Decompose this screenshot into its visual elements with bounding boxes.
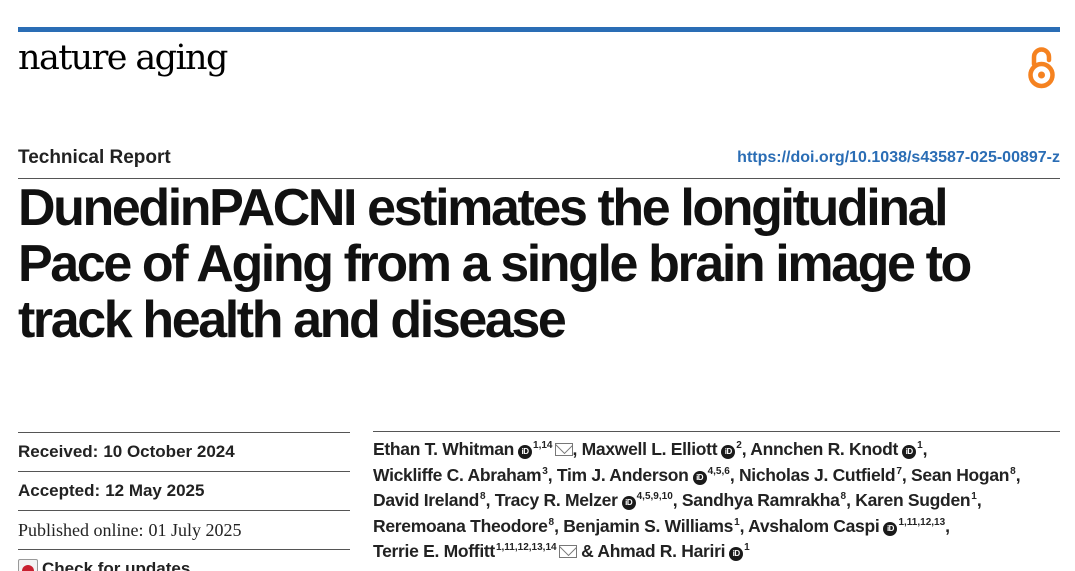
author-name[interactable]: Annchen R. Knodt [750, 439, 899, 459]
author-name[interactable]: Ethan T. Whitman [373, 439, 515, 459]
author-separator: , [547, 464, 553, 485]
affiliation-numbers: 7 [896, 465, 902, 477]
orcid-icon[interactable]: iD [883, 521, 898, 536]
author-separator: , [976, 490, 982, 510]
author-separator: & [576, 541, 594, 561]
author: Tim J. Anderson iD4,5,6, [556, 464, 735, 485]
check-for-updates-label: Check for updates [42, 559, 191, 571]
open-access-icon [1028, 47, 1055, 89]
affiliation-numbers: 4,5,6 [707, 465, 730, 477]
author: Maxwell L. Elliott iD2, [582, 439, 747, 459]
accepted-date: Accepted: 12 May 2025 [18, 471, 350, 510]
author-name[interactable]: Karen Sugden [855, 490, 971, 510]
author: Sandhya Ramrakha8, [682, 490, 851, 510]
author: Benjamin S. Williams1, [563, 516, 744, 536]
author: Terrie E. Moffitt1,11,12,13,14 & [373, 541, 594, 561]
doi-link[interactable]: https://doi.org/10.1038/s43587-025-00897… [737, 149, 1060, 166]
author-separator: , [741, 439, 747, 459]
orcid-icon[interactable]: iD [692, 470, 707, 485]
author: Nicholas J. Cutfield7, [739, 465, 907, 485]
author-name[interactable]: Maxwell L. Elliott [581, 439, 718, 459]
received-date: Received: 10 October 2024 [18, 432, 350, 471]
title-divider [18, 178, 1060, 179]
affiliation-numbers: 4,5,9,10 [636, 491, 673, 503]
header-rule [18, 27, 1060, 32]
author-name[interactable]: Tim J. Anderson [556, 464, 689, 485]
author-name[interactable]: Ahmad R. Hariri [597, 541, 726, 561]
author-separator: , [485, 490, 491, 510]
author-name[interactable]: Tracy R. Melzer [494, 490, 618, 510]
author-name[interactable]: Avshalom Caspi [748, 515, 880, 536]
check-for-updates-button[interactable]: Check for updates [18, 559, 190, 571]
affiliation-numbers: 1 [917, 440, 923, 452]
author-separator: , [572, 439, 578, 459]
title-line: Pace of Aging from a single brain image … [18, 235, 972, 293]
author: Wickliffe C. Abraham3, [373, 464, 553, 485]
author: Avshalom Caspi iD1,11,12,13, [748, 516, 950, 536]
author: Ethan T. Whitman iD1,14, [373, 439, 577, 459]
published-label: Published online: [18, 519, 144, 540]
affiliation-numbers: 8 [480, 491, 486, 503]
check-for-updates-icon [18, 559, 38, 571]
author-list: Ethan T. Whitman iD1,14, Maxwell L. Ellio… [373, 437, 1053, 565]
article-type: Technical Report [18, 147, 171, 168]
author-name[interactable]: Terrie E. Moffitt [373, 541, 495, 561]
authors-divider [373, 431, 1060, 432]
accepted-value: 12 May 2025 [105, 481, 205, 500]
author: Reremoana Theodore8, [373, 516, 559, 536]
envelope-icon[interactable] [558, 545, 577, 558]
orcid-icon[interactable]: iD [621, 496, 636, 510]
author-separator: , [554, 515, 559, 536]
title-line: track health and disease [18, 291, 567, 349]
received-value: 10 October 2024 [103, 442, 235, 461]
author-separator: , [672, 490, 678, 510]
author-separator: , [1015, 464, 1021, 485]
author-separator: , [945, 515, 950, 536]
affiliation-numbers: 1 [744, 542, 750, 554]
article-dates: Received: 10 October 2024 Accepted: 12 M… [18, 432, 350, 571]
author: Sean Hogan8, [911, 464, 1021, 485]
author: David Ireland8, [373, 490, 490, 510]
check-updates-row: Check for updates [18, 549, 350, 571]
author-separator: , [846, 490, 851, 510]
orcid-icon[interactable]: iD [902, 445, 917, 459]
author-separator: , [729, 464, 735, 485]
accepted-label: Accepted: [18, 481, 101, 500]
orcid-icon[interactable]: iD [729, 547, 744, 561]
affiliation-numbers: 3 [542, 465, 548, 477]
affiliation-numbers: 8 [1010, 465, 1016, 477]
affiliation-numbers: 1,11,12,13 [898, 516, 946, 528]
envelope-icon[interactable] [554, 443, 573, 456]
author: Karen Sugden1, [855, 490, 981, 510]
author-separator: , [922, 439, 928, 459]
affiliation-numbers: 1 [971, 491, 977, 503]
author-name[interactable]: Wickliffe C. Abraham [373, 464, 542, 485]
orcid-icon[interactable]: iD [721, 445, 736, 459]
affiliation-numbers: 8 [840, 491, 847, 503]
affiliation-numbers: 1 [734, 516, 740, 528]
author-separator: , [739, 515, 745, 536]
published-value: 01 July 2025 [148, 519, 242, 540]
published-date: Published online: 01 July 2025 [18, 510, 350, 549]
author-name[interactable]: David Ireland [373, 490, 479, 510]
author-name[interactable]: Sandhya Ramrakha [681, 490, 840, 510]
affiliation-numbers: 2 [736, 440, 742, 452]
author-name[interactable]: Sean Hogan [911, 464, 1010, 485]
journal-logo[interactable]: nature aging [18, 38, 228, 78]
author: Annchen R. Knodt iD1, [750, 439, 927, 459]
orcid-icon[interactable]: iD [518, 445, 533, 459]
affiliation-numbers: 1,11,12,13,14 [495, 542, 557, 554]
author: Tracy R. Melzer iD4,5,9,10, [495, 490, 678, 510]
author-name[interactable]: Benjamin S. Williams [563, 515, 734, 536]
author-name[interactable]: Reremoana Theodore [373, 515, 548, 536]
received-label: Received: [18, 442, 99, 461]
affiliation-numbers: 1,14 [533, 440, 553, 452]
article-title: DunedinPACNI estimates the longitudinal … [18, 180, 1068, 348]
author-separator: , [901, 464, 907, 485]
affiliation-numbers: 8 [548, 516, 555, 528]
author-name[interactable]: Nicholas J. Cutfield [738, 464, 896, 485]
author: Ahmad R. Hariri iD1 [597, 541, 750, 561]
title-line: DunedinPACNI estimates the longitudinal [18, 179, 949, 237]
